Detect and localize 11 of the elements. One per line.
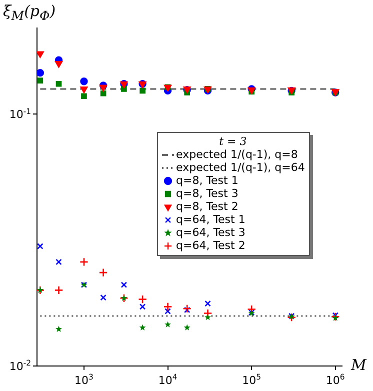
legend-label: q=8, Test 1 (176, 174, 238, 187)
x-axis-title: M (351, 356, 366, 374)
y-axis-title: ξ$_{M}$(p$_{Φ}$) (3, 2, 56, 23)
legend-label: q=8, Test 2 (176, 200, 238, 213)
legend-label: expected 1/(q-1), q=8 (176, 148, 298, 161)
legend-label: q=64, Test 1 (176, 213, 246, 226)
legend-label: q=64, Test 3 (176, 226, 246, 239)
legend-label: q=64, Test 2 (176, 239, 246, 252)
legend-title: t = 3 (218, 135, 248, 148)
legend-label: q=8, Test 3 (176, 187, 238, 200)
legend-label: expected 1/(q-1), q=64 (176, 161, 305, 174)
